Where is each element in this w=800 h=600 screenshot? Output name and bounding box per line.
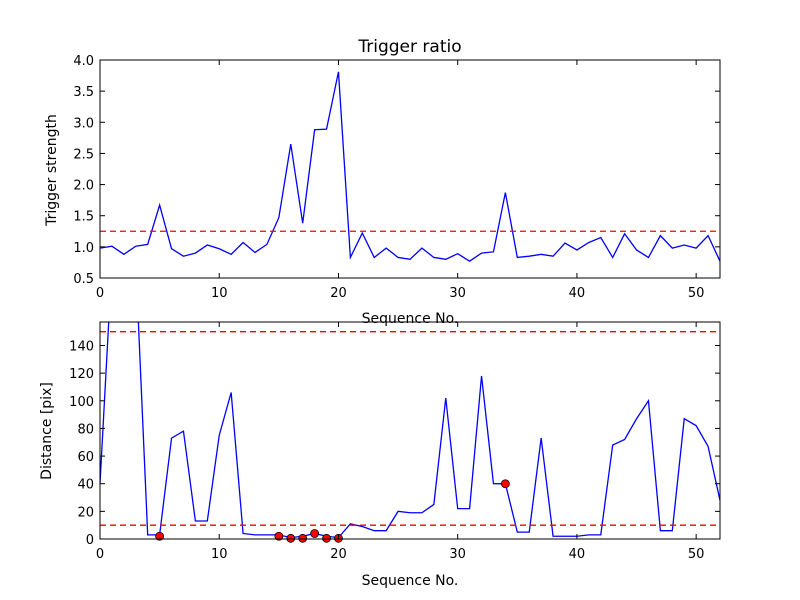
distance-chart: Sequence No. Distance [pix] 0 10 20 30 40 500… xyxy=(39,321,721,589)
data-point xyxy=(274,531,284,541)
data-point xyxy=(310,529,320,538)
y-tick-label: 4.0 xyxy=(73,54,94,69)
y-tick-label: 3.0 xyxy=(73,116,94,131)
x-tick-label: 20 xyxy=(330,286,347,301)
x-tick-label: 50 xyxy=(688,547,705,562)
plot-area: 0 10 20 30 40 50 0 20 40 60 80 100 120 140 xyxy=(69,321,721,562)
y-tick-label: 0.5 xyxy=(73,272,94,287)
x-tick-label: 20 xyxy=(330,547,347,562)
axes-frame xyxy=(99,321,721,540)
trigger-ratio-chart: Trigger ratio Sequence No. Trigger stren… xyxy=(44,37,721,327)
x-axis-label: Sequence No. xyxy=(362,311,459,327)
y-tick-label: 60 xyxy=(77,450,94,465)
y-tick-label: 80 xyxy=(77,422,94,437)
y-tick-label: 2.0 xyxy=(73,179,94,194)
x-tick-label: 0 xyxy=(96,547,104,562)
y-tick-label: 1.0 xyxy=(73,241,94,256)
x-axis-label: Sequence No. xyxy=(362,573,459,589)
y-tick-label: 2.5 xyxy=(73,147,94,162)
data-point xyxy=(155,531,165,541)
y-tick-label: 120 xyxy=(69,367,94,382)
x-tick-label: 10 xyxy=(211,547,228,562)
y-axis-label: Distance [pix] xyxy=(39,382,55,480)
data-point xyxy=(500,479,510,489)
x-tick-label: 40 xyxy=(569,547,586,562)
x-tick-label: 10 xyxy=(211,286,228,301)
y-tick-label: 100 xyxy=(69,395,94,410)
data-point xyxy=(286,533,296,543)
x-tick-label: 30 xyxy=(449,286,466,301)
y-tick-label: 1.5 xyxy=(73,210,94,225)
x-tick-label: 30 xyxy=(449,547,466,562)
y-tick-label: 0 xyxy=(86,533,94,548)
y-tick-label: 40 xyxy=(77,478,94,493)
series-line xyxy=(100,322,720,539)
series-line xyxy=(100,71,720,262)
x-tick-label: 50 xyxy=(688,286,705,301)
x-tick-label: 0 xyxy=(96,286,104,301)
y-tick-label: 140 xyxy=(69,339,94,354)
y-tick-label: 20 xyxy=(77,505,94,520)
y-tick-label: 3.5 xyxy=(73,85,94,100)
x-tick-label: 40 xyxy=(569,286,586,301)
chart-title: Trigger ratio xyxy=(357,37,461,57)
data-point xyxy=(322,533,331,543)
axes-frame xyxy=(99,59,721,279)
y-axis-label: Trigger strength xyxy=(44,114,60,227)
plot-area: 0 10 20 30 40 50 0.5 1.0 1.5 2.0 2.5 3.0 3.5 4.0 xyxy=(73,54,721,301)
data-point xyxy=(298,533,308,543)
